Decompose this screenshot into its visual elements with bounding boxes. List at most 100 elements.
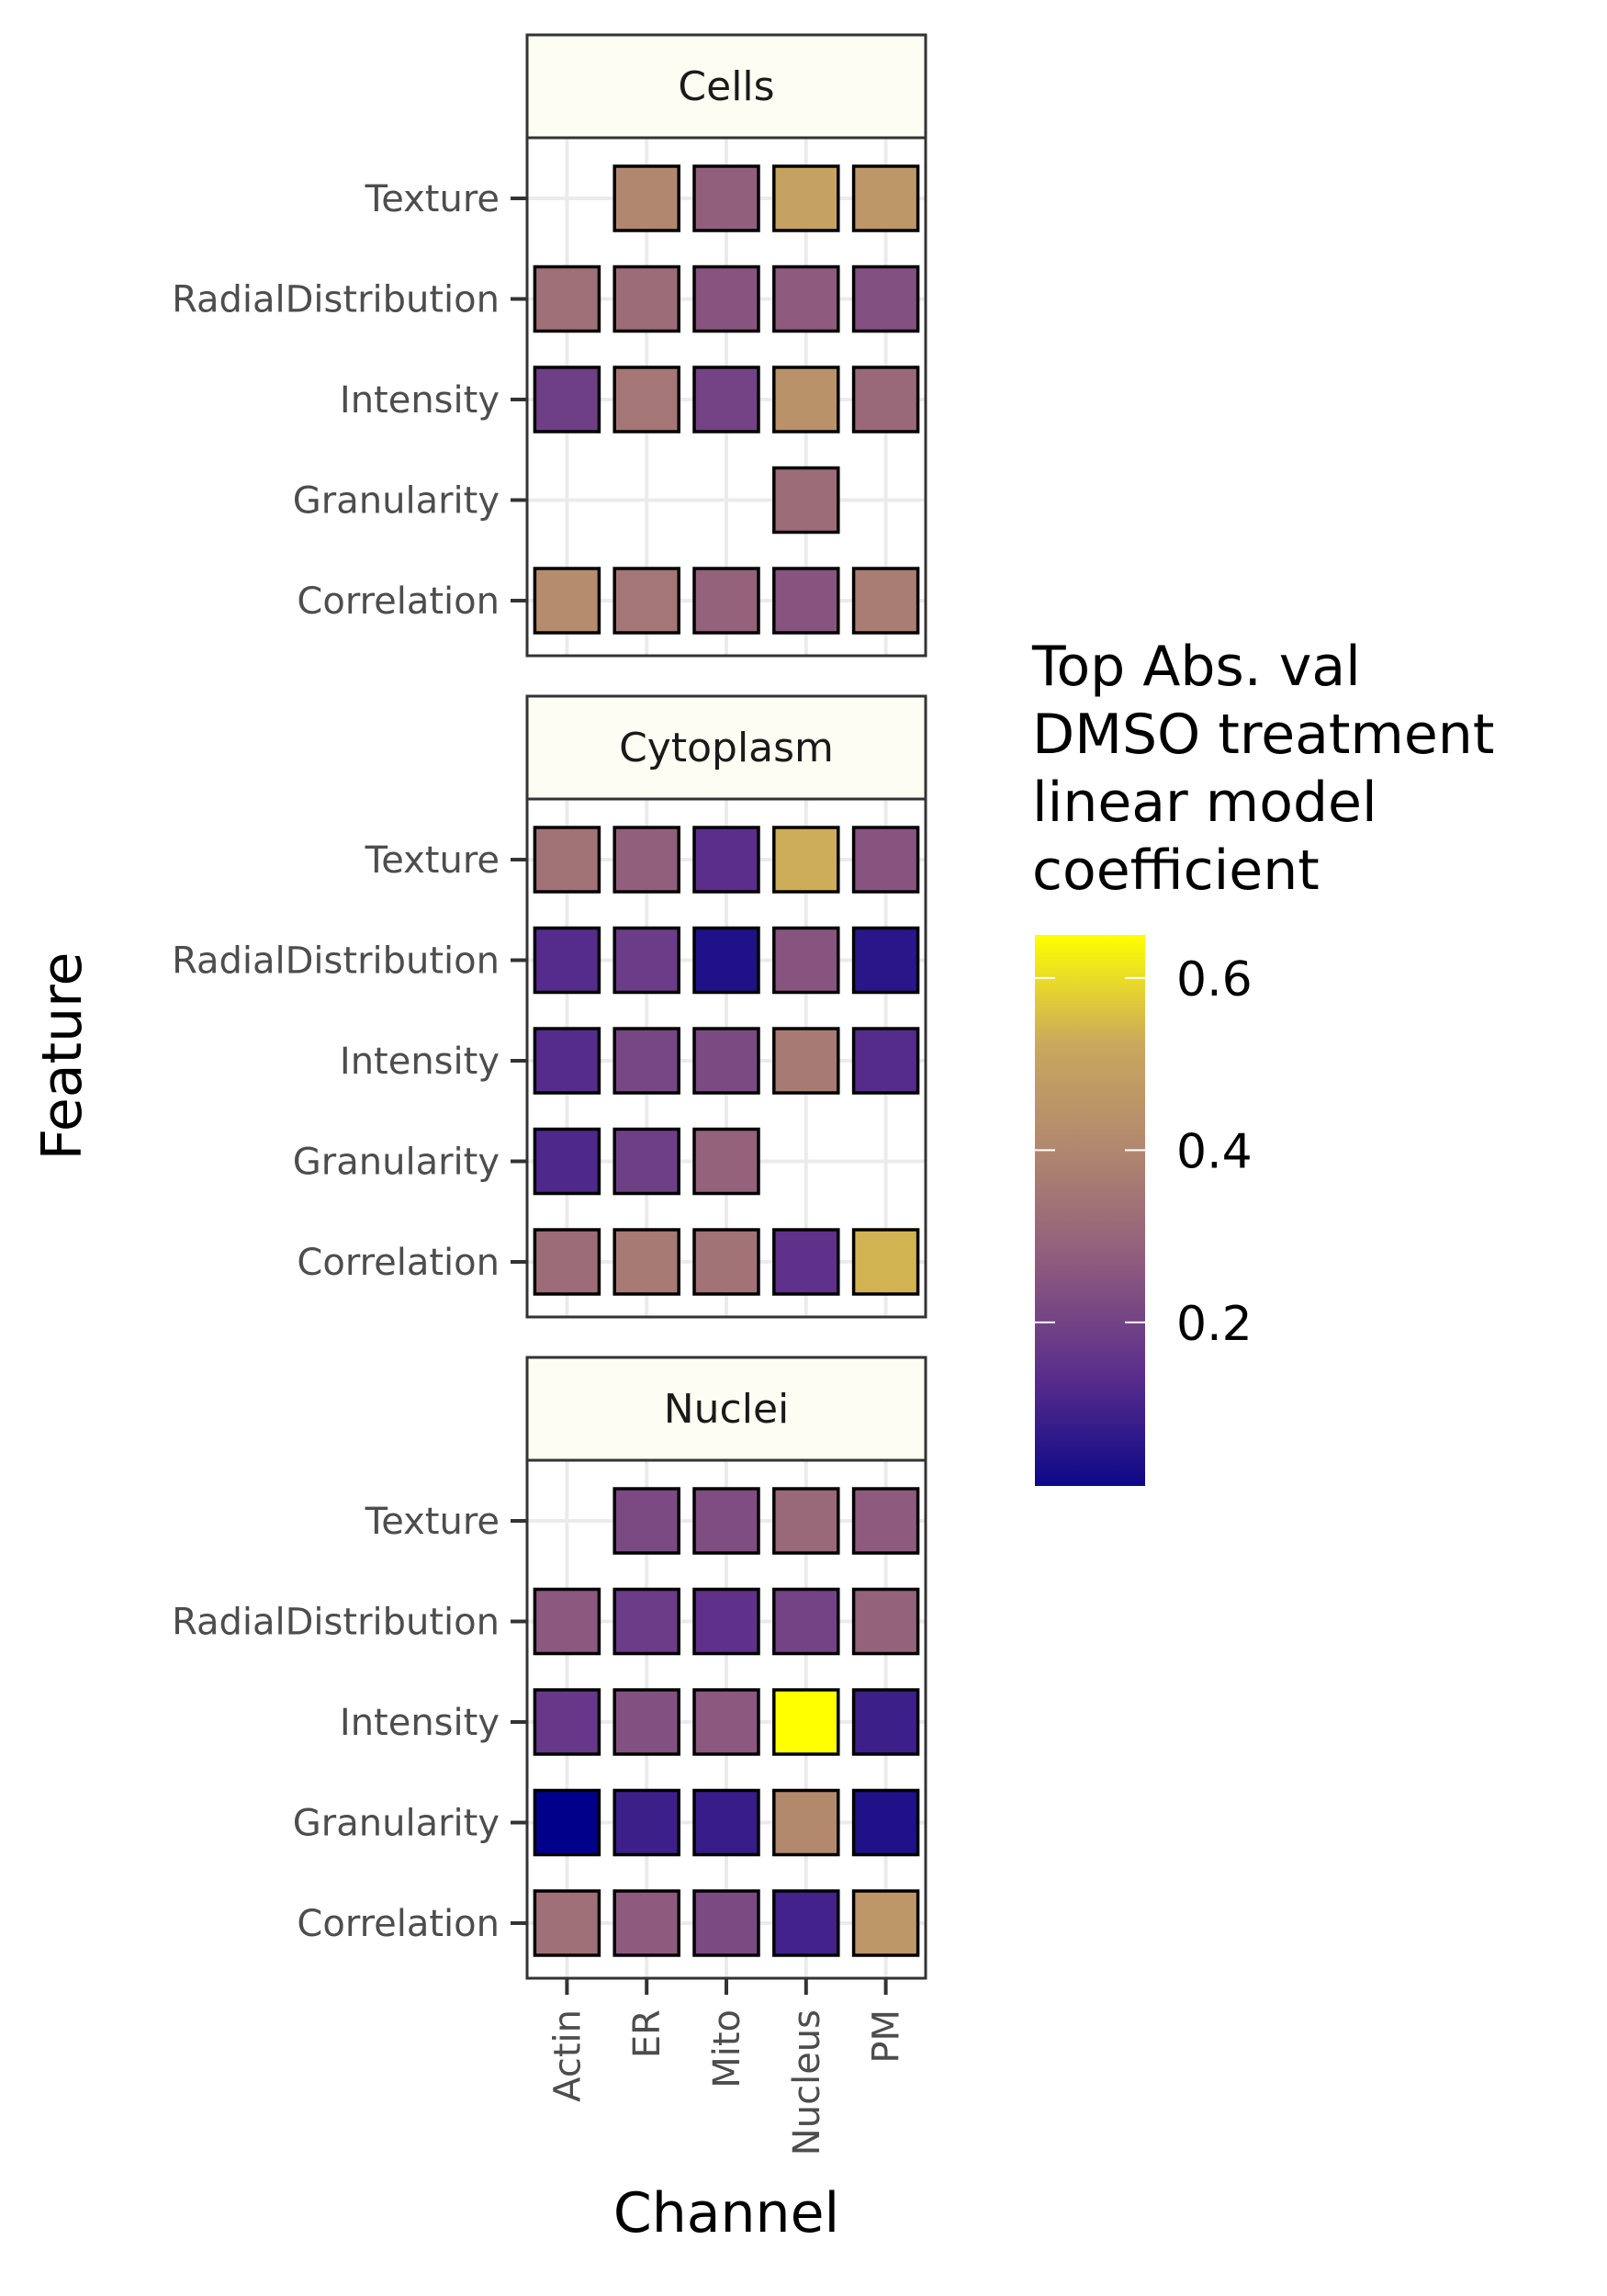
heatmap-tile-cells-radialdistribution-actin bbox=[533, 264, 601, 333]
panel-border bbox=[525, 136, 927, 658]
heatmap-tile-cells-texture-er bbox=[612, 164, 680, 232]
heatmap-tile-cytoplasm-intensity-nucleus bbox=[772, 1027, 840, 1095]
facet-strip bbox=[525, 694, 927, 801]
heatmap-tile-cytoplasm-radialdistribution-mito bbox=[692, 926, 760, 995]
heatmap-tile-cytoplasm-radialdistribution-nucleus bbox=[772, 926, 840, 995]
heatmap-tile-cytoplasm-texture-pm bbox=[851, 826, 920, 894]
heatmap-tile-cytoplasm-intensity-mito bbox=[692, 1027, 760, 1095]
heatmap-tile-nuclei-texture-mito bbox=[692, 1487, 760, 1555]
heatmap-tile-nuclei-radialdistribution-pm bbox=[851, 1587, 920, 1656]
facet-panel-cells: Cells Texture RadialDistribution Intensity G… bbox=[172, 33, 927, 658]
heatmap-tile-nuclei-correlation-actin bbox=[533, 1889, 601, 1957]
heatmap-tile-nuclei-correlation-mito bbox=[692, 1889, 760, 1957]
y-tick-label: Intensity bbox=[340, 379, 500, 422]
heatmap-tile-nuclei-radialdistribution-actin bbox=[533, 1587, 601, 1656]
heatmap-tile-cells-correlation-actin bbox=[533, 567, 601, 635]
x-tick-label: Actin bbox=[546, 2009, 589, 2102]
heatmap-tile-cells-correlation-nucleus bbox=[772, 567, 840, 635]
panel-border bbox=[525, 797, 927, 1319]
heatmap-tile-cells-texture-pm bbox=[851, 164, 920, 232]
heatmap-tile-cytoplasm-correlation-actin bbox=[533, 1228, 601, 1296]
heatmap-tile-nuclei-correlation-pm bbox=[851, 1889, 920, 1957]
heatmap-tile-nuclei-granularity-actin bbox=[533, 1788, 601, 1857]
heatmap-tile-nuclei-intensity-pm bbox=[851, 1688, 920, 1756]
color-legend: Top Abs. val DMSO treatment linear model co… bbox=[1031, 635, 1494, 1486]
facet-strip bbox=[525, 1356, 927, 1462]
heatmap-tile-nuclei-intensity-nucleus bbox=[772, 1688, 840, 1756]
y-tick-label: Texture bbox=[365, 178, 500, 220]
facet-panel-cytoplasm: Cytoplasm Texture RadialDistribution Intens… bbox=[172, 694, 927, 1319]
heatmap-tile-cytoplasm-texture-mito bbox=[692, 826, 760, 894]
heatmap-tile-cytoplasm-radialdistribution-er bbox=[612, 926, 680, 995]
heatmap-tile-nuclei-correlation-er bbox=[612, 1889, 680, 1957]
heatmap-tile-cells-intensity-pm bbox=[851, 366, 920, 433]
heatmap-tile-cytoplasm-intensity-pm bbox=[851, 1027, 920, 1095]
heatmap-tile-nuclei-granularity-er bbox=[612, 1788, 680, 1857]
heatmap-tile-nuclei-texture-nucleus bbox=[772, 1487, 840, 1555]
y-tick-label: Granularity bbox=[293, 1803, 500, 1845]
y-tick-label: Correlation bbox=[297, 580, 500, 623]
heatmap-tile-nuclei-granularity-pm bbox=[851, 1788, 920, 1857]
heatmap-tile-cytoplasm-intensity-actin bbox=[533, 1027, 601, 1095]
heatmap-tile-cells-texture-mito bbox=[692, 164, 760, 232]
facet-panels: Cells Texture RadialDistribution Intensity G… bbox=[172, 33, 927, 1980]
heatmap-tile-cells-texture-nucleus bbox=[772, 164, 840, 232]
heatmap-tile-nuclei-intensity-actin bbox=[533, 1688, 601, 1756]
x-tick-label: ER bbox=[626, 2009, 669, 2058]
y-tick-label: Correlation bbox=[297, 1903, 500, 1945]
heatmap-tile-nuclei-texture-er bbox=[612, 1487, 680, 1555]
y-tick-label: RadialDistribution bbox=[172, 940, 500, 983]
heatmap-tile-nuclei-texture-pm bbox=[851, 1487, 920, 1555]
colorbar-tick-label: 0.6 bbox=[1176, 952, 1253, 1007]
heatmap-tile-cells-radialdistribution-mito bbox=[692, 264, 760, 333]
x-axis-title: Channel bbox=[613, 2181, 839, 2245]
heatmap-tile-nuclei-intensity-er bbox=[612, 1688, 680, 1756]
x-tick-label: Nucleus bbox=[786, 2009, 828, 2155]
facet-strip-label: Nuclei bbox=[664, 1386, 790, 1433]
colorbar-tick-label: 0.4 bbox=[1176, 1124, 1253, 1179]
heatmap-tile-nuclei-granularity-mito bbox=[692, 1788, 760, 1857]
y-tick-label: Intensity bbox=[340, 1702, 500, 1744]
y-tick-label: RadialDistribution bbox=[172, 1602, 500, 1644]
colorbar-tick-label: 0.2 bbox=[1176, 1297, 1253, 1352]
heatmap-tile-cytoplasm-texture-actin bbox=[533, 826, 601, 894]
heatmap-tile-cytoplasm-radialdistribution-actin bbox=[533, 926, 601, 995]
y-tick-label: Texture bbox=[365, 1501, 500, 1543]
heatmap-tile-nuclei-radialdistribution-nucleus bbox=[772, 1587, 840, 1656]
heatmap-tile-cytoplasm-correlation-mito bbox=[692, 1228, 760, 1296]
heatmap-tile-cells-granularity-nucleus bbox=[772, 466, 840, 535]
heatmap-tile-nuclei-radialdistribution-er bbox=[612, 1587, 680, 1656]
heatmap-tile-nuclei-radialdistribution-mito bbox=[692, 1587, 760, 1656]
heatmap-tile-cells-intensity-actin bbox=[533, 366, 601, 433]
heatmap-tile-cells-intensity-er bbox=[612, 366, 680, 433]
heatmap-tile-cytoplasm-granularity-er bbox=[612, 1127, 680, 1196]
legend-title: Top Abs. val DMSO treatment linear model co… bbox=[1031, 635, 1494, 903]
heatmap-tile-cytoplasm-intensity-er bbox=[612, 1027, 680, 1095]
heatmap-tile-cytoplasm-texture-nucleus bbox=[772, 826, 840, 894]
heatmap-tile-cytoplasm-correlation-er bbox=[612, 1228, 680, 1296]
y-axis-title: Feature bbox=[30, 952, 95, 1161]
x-tick-label: Mito bbox=[706, 2009, 748, 2088]
heatmap-tile-cells-correlation-mito bbox=[692, 567, 760, 635]
heatmap-tile-nuclei-granularity-nucleus bbox=[772, 1788, 840, 1857]
facet-strip-label: Cytoplasm bbox=[619, 725, 834, 771]
heatmap-tile-cells-radialdistribution-nucleus bbox=[772, 264, 840, 333]
heatmap-tile-cells-correlation-pm bbox=[851, 567, 920, 635]
heatmap-tile-cells-radialdistribution-er bbox=[612, 264, 680, 333]
y-tick-label: RadialDistribution bbox=[172, 279, 500, 321]
y-tick-label: Correlation bbox=[297, 1242, 500, 1284]
facet-strip-label: Cells bbox=[678, 63, 774, 110]
heatmap-tile-cytoplasm-correlation-nucleus bbox=[772, 1228, 840, 1296]
heatmap-tile-cytoplasm-correlation-pm bbox=[851, 1228, 920, 1296]
heatmap-tile-nuclei-correlation-nucleus bbox=[772, 1889, 840, 1957]
facet-panel-nuclei: Nuclei Texture RadialDistribution Intensity… bbox=[172, 1356, 927, 1980]
colorbar bbox=[1035, 935, 1145, 1486]
heatmap-tile-cells-intensity-nucleus bbox=[772, 366, 840, 433]
y-tick-label: Granularity bbox=[293, 1142, 500, 1184]
heatmap-tile-cytoplasm-texture-er bbox=[612, 826, 680, 894]
x-axis: Actin ER Mito Nucleus PM bbox=[546, 1978, 908, 2155]
heatmap-tile-cytoplasm-granularity-actin bbox=[533, 1127, 601, 1196]
heatmap-tile-cytoplasm-radialdistribution-pm bbox=[851, 926, 920, 995]
y-tick-label: Intensity bbox=[340, 1041, 500, 1083]
